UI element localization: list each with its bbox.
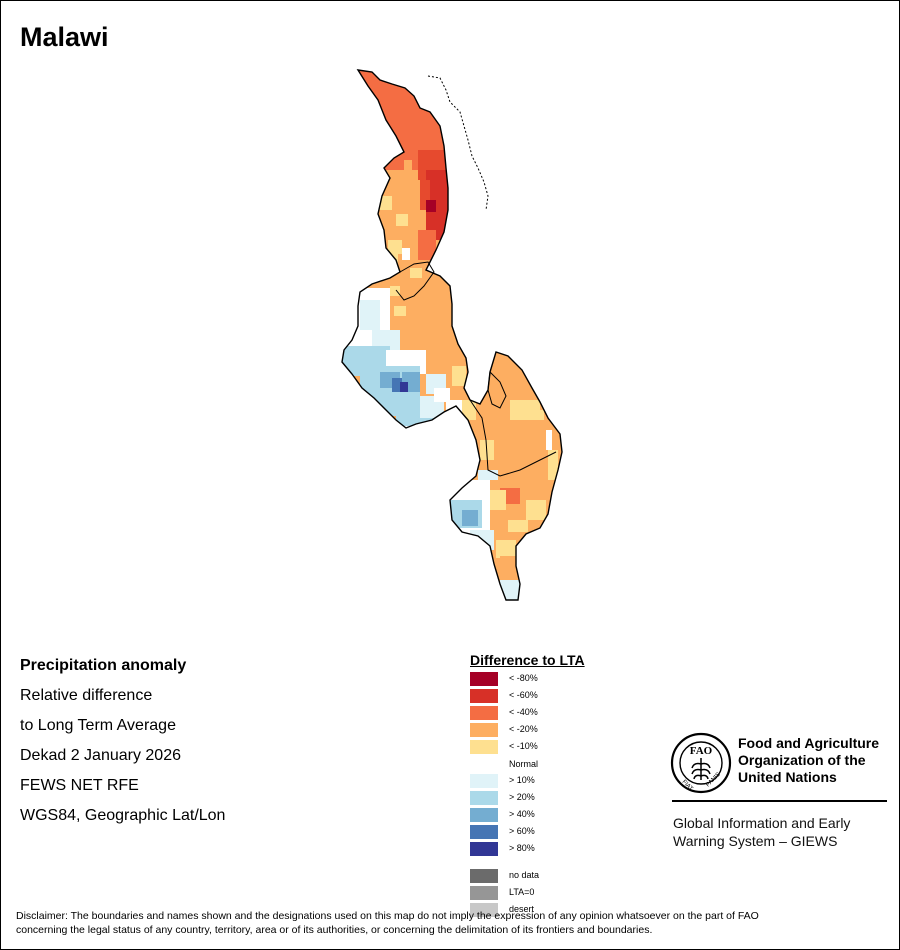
legend-swatch: [470, 689, 498, 703]
legend-label: no data: [509, 870, 540, 880]
max-wet-anomaly-cell: [400, 382, 408, 392]
product-subtitle-1: Relative difference: [20, 687, 153, 704]
region-boundary-south: [469, 399, 557, 477]
lake-malawi-outline: [427, 75, 489, 211]
fao-organization-name: Food and Agriculture Organization of the…: [738, 735, 880, 785]
legend-swatch: [470, 903, 498, 917]
data-source: FEWS NET RFE: [20, 777, 139, 794]
legend-label: < -40%: [509, 707, 538, 717]
legend-swatch: [470, 808, 498, 822]
disclaimer: Disclaimer: The boundaries and names sho…: [16, 910, 759, 936]
legend-swatch: [470, 774, 498, 788]
map-legend: Difference to LTA < -80% < -60% < -40% <…: [470, 652, 650, 917]
lake-malombe-outline: [487, 370, 507, 409]
emblem-fao-text: FAO: [690, 745, 713, 757]
legend-label: < -60%: [509, 690, 538, 700]
legend-swatch: [470, 791, 498, 805]
legend-normal-label: Normal: [509, 759, 539, 769]
fao-emblem-icon: FAO FIAT PANIS: [670, 732, 732, 794]
legend-swatch: [470, 842, 498, 856]
legend-swatch: [470, 706, 498, 720]
legend-swatch: [470, 886, 498, 900]
giews-label: Global Information and Early Warning Sys…: [673, 815, 851, 849]
legend-swatch: [470, 740, 498, 754]
legend-swatch: [470, 723, 498, 737]
fao-divider: [672, 800, 887, 802]
projection: WGS84, Geographic Lat/Lon: [20, 807, 226, 824]
legend-label: < -80%: [509, 673, 538, 683]
legend-label: > 10%: [509, 775, 535, 785]
legend-swatch: [470, 672, 498, 686]
legend-label: < -20%: [509, 724, 538, 734]
max-dry-anomaly-cell: [426, 200, 436, 212]
legend-label: LTA=0: [509, 887, 535, 897]
legend-label: desert: [509, 904, 535, 914]
legend-label: < -10%: [509, 741, 538, 751]
map-title: Malawi: [20, 22, 109, 52]
legend-label: > 80%: [509, 843, 535, 853]
product-title: Precipitation anomaly: [20, 657, 187, 674]
product-subtitle-2: to Long Term Average: [20, 717, 176, 734]
period-label: Dekad 2 January 2026: [20, 747, 181, 764]
legend-swatch: [470, 825, 498, 839]
malawi-anomaly-map: [341, 69, 563, 601]
legend-swatch: [470, 869, 498, 883]
legend-label: > 60%: [509, 826, 535, 836]
legend-title: Difference to LTA: [470, 652, 585, 668]
legend-label: > 40%: [509, 809, 535, 819]
legend-label: > 20%: [509, 792, 535, 802]
map-info-panel: Precipitation anomaly Relative differenc…: [20, 656, 350, 836]
region-boundary-north: [395, 261, 435, 301]
